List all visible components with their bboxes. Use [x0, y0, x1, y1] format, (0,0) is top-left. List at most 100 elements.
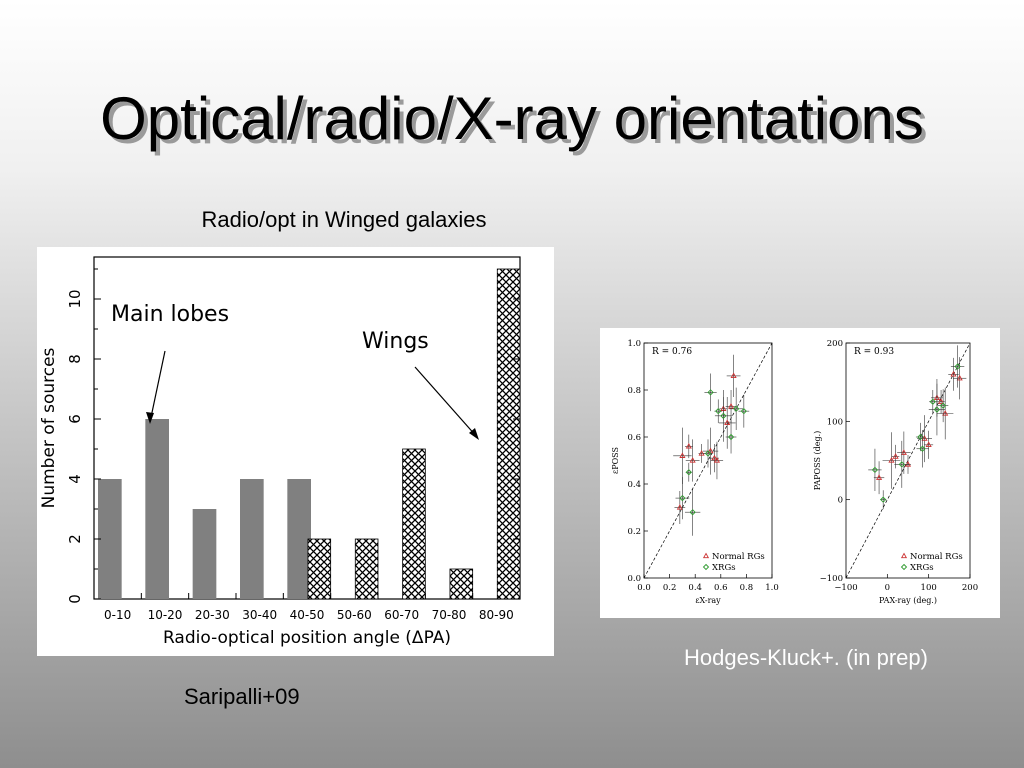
y-tick-label: 1.0 [627, 339, 641, 349]
x-tick-label: −100 [834, 583, 857, 593]
legend-label-xrg: XRGs [712, 563, 736, 573]
normal-rg-point [900, 449, 907, 455]
x-tick-label: 50-60 [337, 608, 372, 622]
normal-rg-point [876, 474, 883, 480]
histogram-chart: 0 2 4 6 8 10 0-10 10-20 20-30 30-40 40-50 50-60 60-7… [39, 256, 521, 648]
position-angle-scatter: −100 0 100 200 −100 0 100 200 R = 0.93 PAX-ray (d… [813, 339, 978, 605]
legend-marker-xrg [702, 563, 710, 571]
x-tick-label: 0.8 [740, 583, 754, 593]
histogram-panel: 0 2 4 6 8 10 0-10 10-20 20-30 30-40 40-50 50-60 60-7… [37, 247, 554, 656]
normal-rg-point [676, 504, 683, 510]
normal-rg-point [713, 457, 721, 463]
x-tick-label: 0.0 [637, 583, 651, 593]
y-tick-label: 8 [66, 354, 84, 364]
y-tick-label: 4 [66, 474, 84, 484]
x-tick-label: 70-80 [432, 608, 467, 622]
normal-rg-point [730, 372, 737, 379]
y-tick-label: 6 [66, 414, 84, 424]
bar-wings [307, 538, 332, 600]
x-tick-label: 30-40 [242, 608, 277, 622]
x-tick-label: 200 [962, 583, 978, 593]
bar-main-lobes [240, 479, 264, 599]
normal-rg-point [727, 403, 735, 409]
xrg-point [871, 466, 879, 474]
scatter-panel: 0.0 0.2 0.4 0.6 0.8 1.0 0.0 0.2 0.4 0.6 0.8 1.0 R = … [600, 328, 1000, 618]
x-tick-label: 60-70 [384, 608, 419, 622]
normal-rg-point [950, 370, 957, 377]
normal-rg-point [888, 457, 895, 463]
xrg-point [679, 494, 686, 502]
xrg-point [880, 496, 887, 503]
legend-label-normal: Normal RGs [910, 552, 963, 562]
legend-label-xrg: XRGs [910, 563, 934, 573]
y-tick-label: 100 [827, 417, 843, 427]
y-tick-label: 10 [66, 289, 84, 308]
main-lobes-arrow [149, 350, 166, 423]
correlation-annotation: R = 0.93 [854, 347, 894, 357]
ellipticity-scatter: 0.0 0.2 0.4 0.6 0.8 1.0 0.0 0.2 0.4 0.6 0.8 1.0 R = … [611, 339, 779, 605]
x-tick-label: 40-50 [290, 608, 325, 622]
xrg-point [933, 406, 941, 413]
scatter-source: Hodges-Kluck+. (in prep) [684, 645, 928, 670]
normal-rg-point [711, 454, 718, 461]
xrg-point [919, 445, 926, 452]
legend-marker-xrg [900, 563, 908, 571]
x-tick-label: 0-10 [104, 608, 131, 622]
wings-annotation: Wings [362, 329, 429, 354]
scatter-frame [845, 342, 971, 579]
wings-arrow [414, 366, 478, 438]
bar-main-lobes [145, 419, 169, 599]
xrg-point [929, 398, 936, 405]
histogram-source: Saripalli+09 [184, 684, 300, 709]
x-tick-label: 0.2 [663, 583, 677, 593]
xrg-point [939, 402, 947, 409]
x-axis-label: εX-ray [695, 596, 721, 605]
xrg-point [707, 389, 714, 396]
slide-title: Optical/radio/X-ray orientations [100, 85, 924, 152]
x-tick-label: 0.6 [714, 583, 728, 593]
legend-label-normal: Normal RGs [712, 552, 765, 562]
y-axis-label: Number of sources [39, 347, 59, 508]
correlation-annotation: R = 0.76 [652, 347, 692, 357]
scatter-frame [643, 342, 773, 579]
bar-main-lobes [287, 479, 311, 599]
xrg-point [733, 405, 740, 412]
scatter-charts: 0.0 0.2 0.4 0.6 0.8 1.0 0.0 0.2 0.4 0.6 0.8 1.0 R = … [611, 339, 978, 605]
bar-main-lobes [192, 509, 217, 599]
xrg-point [917, 433, 924, 441]
xrg-point [715, 408, 722, 415]
y-tick-label: 0.4 [627, 480, 641, 490]
normal-rg-point [707, 447, 714, 454]
x-axis-label: Radio-optical position angle (ΔPA) [163, 628, 451, 648]
y-axis-label: PAPOSS (deg.) [813, 431, 822, 491]
y-axis-label: εPOSS [611, 447, 620, 474]
one-to-one-line [643, 342, 773, 579]
wings-arrowhead [469, 428, 479, 440]
x-tick-label: 100 [921, 583, 937, 593]
y-tick-label: 0.2 [627, 527, 641, 537]
normal-rg-point [938, 398, 945, 404]
xrg-point [740, 408, 747, 415]
xrg-point [720, 412, 727, 419]
x-tick-label: 1.0 [765, 583, 779, 593]
normal-rg-point [921, 435, 928, 441]
legend-marker-normal [900, 552, 908, 559]
y-tick-label: −100 [820, 574, 843, 584]
histogram-caption: Radio/opt in Winged galaxies [201, 207, 487, 232]
bar-wings [496, 268, 521, 600]
bar-main-lobes [98, 479, 122, 599]
normal-rg-point [698, 450, 705, 456]
x-tick-label: 0 [885, 583, 890, 593]
normal-rg-point [904, 460, 912, 467]
xrg-point [704, 450, 712, 457]
normal-rg-point [925, 441, 932, 447]
y-tick-label: 0 [66, 594, 84, 604]
main-lobes-annotation: Main lobes [111, 302, 229, 327]
xrg-point [898, 461, 905, 468]
bar-wings [402, 448, 426, 600]
xrg-point [685, 469, 692, 476]
y-tick-label: 0.8 [627, 386, 641, 396]
x-tick-label: 10-20 [148, 608, 183, 622]
normal-rg-point [679, 452, 686, 458]
x-tick-label: 80-90 [479, 608, 514, 622]
